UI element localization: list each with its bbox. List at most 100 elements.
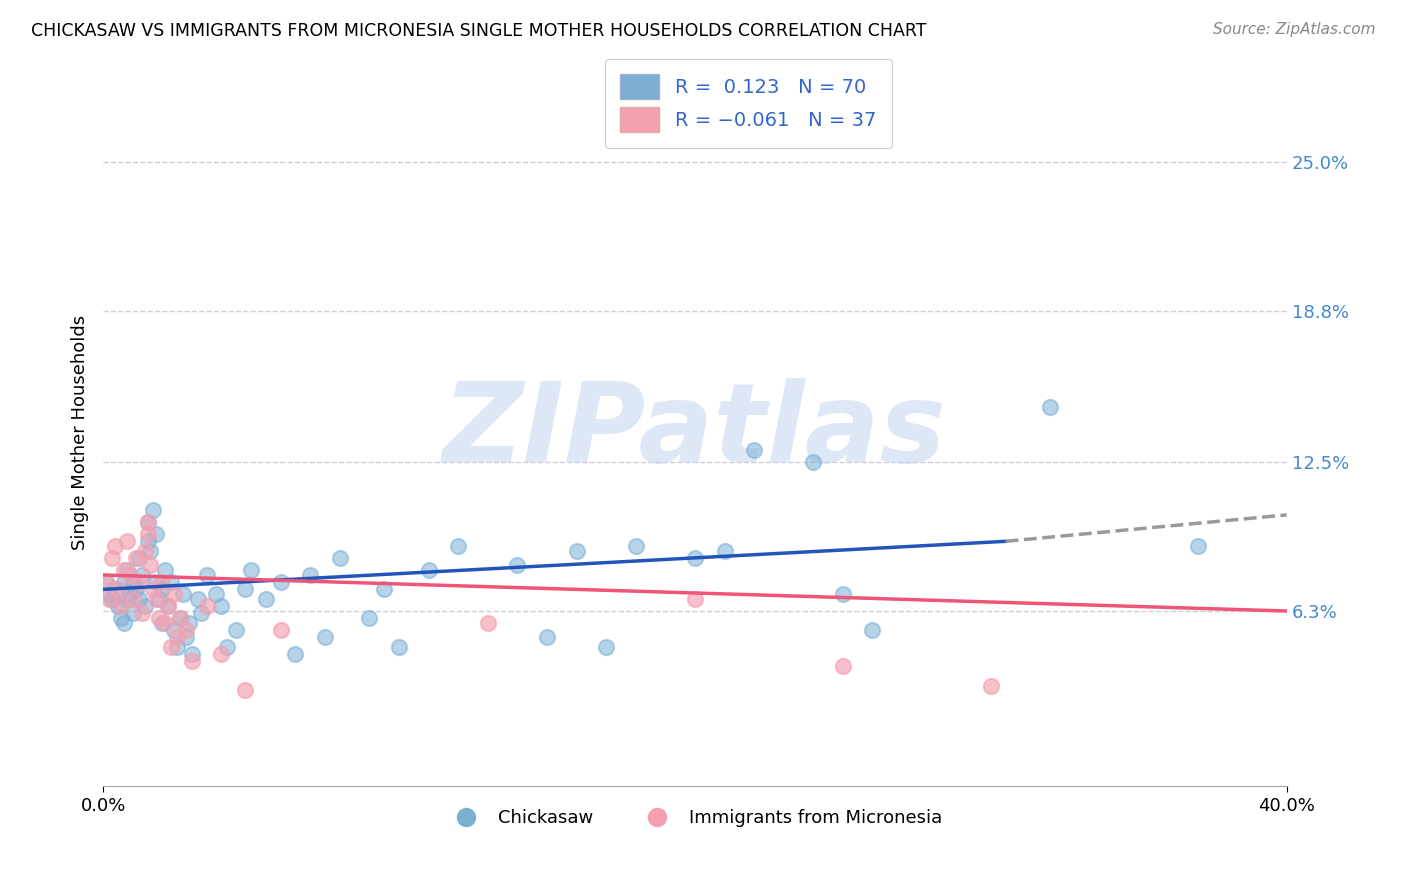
Point xyxy=(172,587,194,601)
Point xyxy=(683,592,706,607)
Text: ZIPatlas: ZIPatlas xyxy=(443,378,946,485)
Point xyxy=(831,659,853,673)
Point xyxy=(101,551,124,566)
Point xyxy=(115,563,138,577)
Text: CHICKASAW VS IMMIGRANTS FROM MICRONESIA SINGLE MOTHER HOUSEHOLDS CORRELATION CHA: CHICKASAW VS IMMIGRANTS FROM MICRONESIA … xyxy=(31,22,927,40)
Point xyxy=(150,575,173,590)
Point xyxy=(136,534,159,549)
Point xyxy=(1187,539,1209,553)
Point xyxy=(174,624,197,638)
Point xyxy=(180,648,202,662)
Point xyxy=(128,551,150,566)
Point xyxy=(157,599,180,614)
Point xyxy=(121,575,143,590)
Point xyxy=(163,587,186,601)
Point xyxy=(94,575,117,590)
Point xyxy=(145,592,167,607)
Point xyxy=(506,558,529,573)
Point xyxy=(801,455,824,469)
Point xyxy=(373,582,395,597)
Point xyxy=(225,624,247,638)
Point xyxy=(134,599,156,614)
Point xyxy=(118,568,141,582)
Point xyxy=(195,599,218,614)
Point xyxy=(136,515,159,529)
Point xyxy=(98,592,121,607)
Point xyxy=(447,539,470,553)
Point xyxy=(862,624,884,638)
Point xyxy=(157,599,180,614)
Point xyxy=(104,582,127,597)
Point xyxy=(1039,400,1062,414)
Point xyxy=(980,679,1002,693)
Point xyxy=(713,544,735,558)
Point xyxy=(169,611,191,625)
Point xyxy=(624,539,647,553)
Point xyxy=(145,527,167,541)
Point xyxy=(136,515,159,529)
Point xyxy=(233,582,256,597)
Point xyxy=(211,648,233,662)
Point xyxy=(204,587,226,601)
Point xyxy=(139,544,162,558)
Point xyxy=(254,592,277,607)
Point xyxy=(359,611,381,625)
Point xyxy=(115,534,138,549)
Point xyxy=(240,563,263,577)
Point xyxy=(270,624,292,638)
Point xyxy=(187,592,209,607)
Point xyxy=(136,527,159,541)
Point xyxy=(160,640,183,654)
Point xyxy=(477,615,499,630)
Y-axis label: Single Mother Households: Single Mother Households xyxy=(72,314,89,549)
Point xyxy=(107,599,129,614)
Text: Source: ZipAtlas.com: Source: ZipAtlas.com xyxy=(1212,22,1375,37)
Point xyxy=(134,544,156,558)
Point xyxy=(150,615,173,630)
Point xyxy=(98,587,121,601)
Point xyxy=(128,575,150,590)
Point xyxy=(112,575,135,590)
Point xyxy=(118,587,141,601)
Point xyxy=(104,539,127,553)
Point xyxy=(131,607,153,621)
Point xyxy=(536,631,558,645)
Point xyxy=(169,611,191,625)
Point xyxy=(110,599,132,614)
Point xyxy=(155,563,177,577)
Point xyxy=(148,592,170,607)
Point xyxy=(329,551,352,566)
Legend: Chickasaw, Immigrants from Micronesia: Chickasaw, Immigrants from Micronesia xyxy=(440,802,949,834)
Point xyxy=(388,640,411,654)
Point xyxy=(148,611,170,625)
Point xyxy=(284,648,307,662)
Point xyxy=(595,640,617,654)
Point xyxy=(163,624,186,638)
Point xyxy=(166,631,188,645)
Point xyxy=(101,592,124,607)
Point xyxy=(124,551,146,566)
Point xyxy=(742,442,765,457)
Point xyxy=(121,592,143,607)
Point xyxy=(195,568,218,582)
Point xyxy=(145,575,167,590)
Point xyxy=(131,568,153,582)
Point xyxy=(94,575,117,590)
Point xyxy=(107,582,129,597)
Point xyxy=(112,615,135,630)
Point xyxy=(128,592,150,607)
Point xyxy=(270,575,292,590)
Point xyxy=(418,563,440,577)
Point xyxy=(155,615,177,630)
Point xyxy=(831,587,853,601)
Point xyxy=(180,655,202,669)
Point xyxy=(139,558,162,573)
Point xyxy=(160,575,183,590)
Point xyxy=(565,544,588,558)
Point xyxy=(174,631,197,645)
Point xyxy=(314,631,336,645)
Point xyxy=(124,582,146,597)
Point xyxy=(112,563,135,577)
Point xyxy=(177,615,200,630)
Point xyxy=(121,607,143,621)
